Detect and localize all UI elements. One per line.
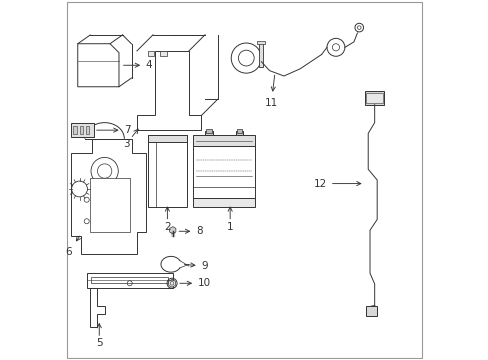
Bar [192, 146, 255, 198]
Text: 9: 9 [184, 261, 208, 271]
Bar [365, 306, 376, 316]
Text: 7: 7 [97, 125, 131, 135]
Bar [235, 131, 243, 135]
Text: 10: 10 [180, 278, 211, 288]
Text: 1: 1 [226, 207, 233, 231]
Text: 6: 6 [65, 236, 81, 257]
Bar [147, 51, 154, 56]
Bar [73, 126, 77, 134]
Bar [147, 135, 187, 142]
Text: 4: 4 [123, 60, 152, 70]
Bar [147, 135, 187, 207]
Bar [206, 129, 211, 134]
Text: 12: 12 [313, 179, 360, 189]
Bar [192, 135, 255, 146]
Bar [364, 91, 384, 105]
Text: 2: 2 [164, 207, 170, 231]
Bar [160, 51, 166, 56]
Bar [91, 277, 168, 283]
Bar [257, 41, 264, 44]
Text: 3: 3 [122, 129, 138, 149]
Bar [85, 126, 89, 134]
Text: 8: 8 [179, 226, 203, 236]
Text: 5: 5 [96, 324, 102, 348]
Bar [80, 126, 83, 134]
Bar [204, 131, 212, 135]
Bar [237, 129, 242, 134]
Bar [366, 93, 382, 103]
Bar [258, 42, 263, 67]
Bar [90, 178, 129, 232]
Text: 11: 11 [264, 75, 278, 108]
Bar [70, 123, 94, 137]
Bar [192, 198, 255, 207]
Bar [86, 273, 172, 288]
